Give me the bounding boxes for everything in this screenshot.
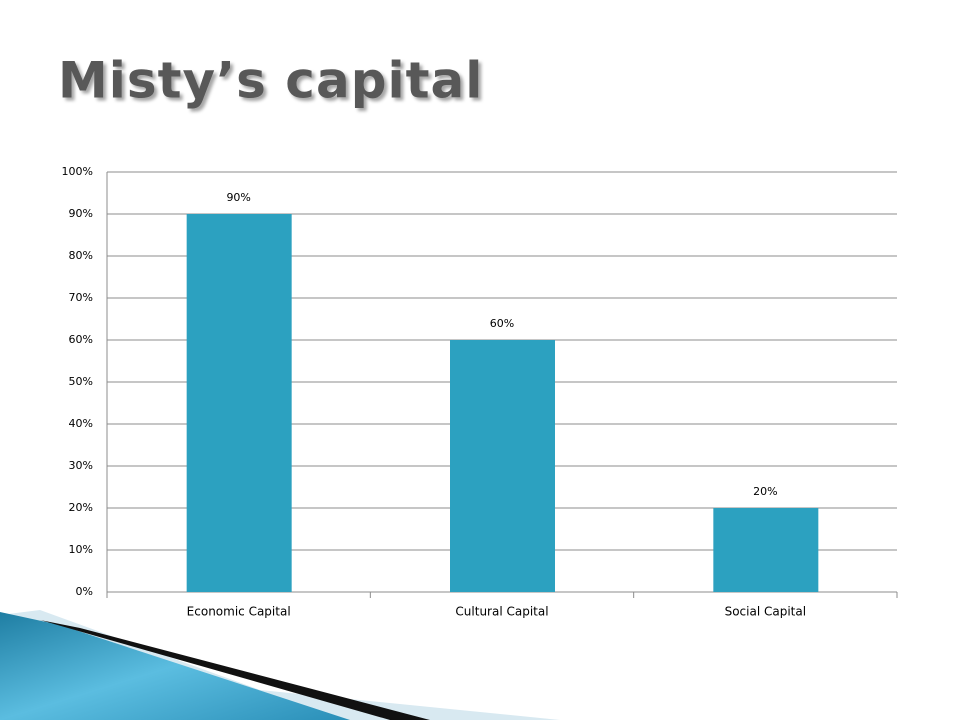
y-tick-label: 20% xyxy=(69,501,93,514)
data-label: 20% xyxy=(753,485,777,498)
x-tick-label: Social Capital xyxy=(725,605,806,619)
plot: 0% 10% 20% 30% 40% 50% 60% 70% 80% 90% 100% Economi… xyxy=(62,165,898,619)
bar xyxy=(713,508,819,592)
x-tick-label: Cultural Capital xyxy=(455,605,548,619)
bar xyxy=(450,340,555,592)
data-label: 60% xyxy=(490,317,514,330)
y-tick-label: 0% xyxy=(76,585,93,598)
x-tick-label: Economic Capital xyxy=(187,605,291,619)
bar xyxy=(186,214,292,592)
y-tick-label: 50% xyxy=(69,375,93,388)
data-label: 90% xyxy=(226,191,250,204)
y-tick-label: 80% xyxy=(69,249,93,262)
y-tick-label: 70% xyxy=(69,291,93,304)
slide-title: Misty’s capital xyxy=(58,52,483,110)
y-tick-label: 40% xyxy=(69,417,93,430)
decoration xyxy=(0,610,560,720)
y-tick-label: 100% xyxy=(62,165,93,178)
y-tick-label: 10% xyxy=(69,543,93,556)
y-tick-label: 60% xyxy=(69,333,93,346)
y-tick-label: 30% xyxy=(69,459,93,472)
y-tick-label: 90% xyxy=(69,207,93,220)
